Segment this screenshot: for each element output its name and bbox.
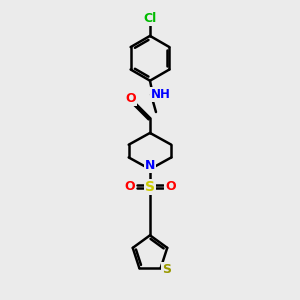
- Text: NH: NH: [151, 88, 171, 101]
- Text: O: O: [165, 180, 176, 193]
- Text: Cl: Cl: [143, 12, 157, 25]
- Text: S: S: [162, 263, 171, 276]
- Text: O: O: [124, 180, 135, 193]
- Text: N: N: [145, 159, 155, 172]
- Text: O: O: [125, 92, 136, 105]
- Text: S: S: [145, 180, 155, 194]
